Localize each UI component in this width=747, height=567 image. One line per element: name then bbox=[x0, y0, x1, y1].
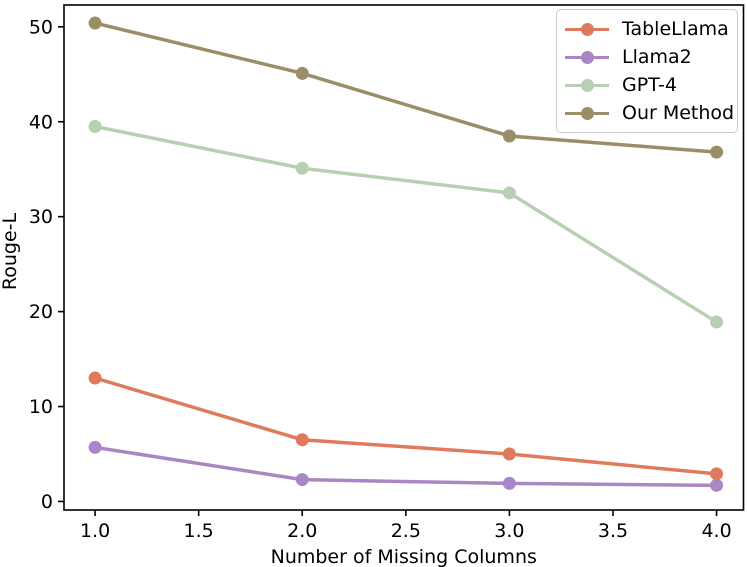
legend-dot-sample bbox=[580, 78, 594, 92]
y-tick-label: 40 bbox=[29, 111, 53, 133]
x-axis-label: Number of Missing Columns bbox=[271, 546, 537, 567]
series-line-llama2 bbox=[93, 445, 719, 488]
legend-label: Our Method bbox=[622, 102, 735, 124]
legend-item-our-method: Our Method bbox=[565, 99, 734, 127]
legend-item-llama2: Llama2 bbox=[565, 43, 729, 71]
data-point-gpt-4-x1 bbox=[88, 120, 102, 134]
data-point-our-method-x2 bbox=[295, 66, 309, 80]
legend-label: Llama2 bbox=[622, 46, 692, 68]
legend-label: TableLlama bbox=[622, 18, 729, 40]
x-tick-label: 3.5 bbox=[598, 520, 628, 542]
y-tick-label: 20 bbox=[29, 301, 53, 323]
y-tick-label: 10 bbox=[29, 396, 53, 418]
data-point-our-method-x4 bbox=[710, 145, 724, 159]
legend-item-gpt-4: GPT-4 bbox=[565, 71, 729, 99]
legend-marker-icon bbox=[565, 106, 609, 120]
legend-dot-sample bbox=[580, 22, 594, 36]
series-line-our-method bbox=[93, 21, 719, 154]
data-point-llama2-x3 bbox=[502, 476, 516, 490]
data-point-llama2-x4 bbox=[710, 478, 724, 492]
data-point-llama2-x1 bbox=[88, 440, 102, 454]
data-point-tablellama-x1 bbox=[88, 371, 102, 385]
x-tick-label: 4.0 bbox=[701, 520, 731, 542]
data-point-gpt-4-x3 bbox=[502, 186, 516, 200]
legend: TableLlama Llama2 GPT-4 Our Method bbox=[556, 9, 738, 133]
y-axis-label: Rouge-L bbox=[0, 212, 21, 290]
legend-dot-sample bbox=[580, 106, 594, 120]
x-tick-label: 2.0 bbox=[287, 520, 317, 542]
legend-dot-sample bbox=[580, 50, 594, 64]
x-tick-label: 1.5 bbox=[184, 520, 214, 542]
legend-marker-icon bbox=[565, 50, 609, 64]
legend-label: GPT-4 bbox=[622, 74, 677, 96]
data-point-tablellama-x4 bbox=[710, 467, 724, 481]
plot-frame bbox=[63, 4, 745, 511]
x-tick-label: 2.5 bbox=[391, 520, 421, 542]
data-point-gpt-4-x2 bbox=[295, 161, 309, 175]
legend-marker-icon bbox=[565, 78, 609, 92]
y-tick-label: 30 bbox=[29, 206, 53, 228]
legend-item-tablellama: TableLlama bbox=[565, 15, 729, 43]
data-point-tablellama-x2 bbox=[295, 433, 309, 447]
data-point-llama2-x2 bbox=[295, 473, 309, 487]
legend-marker-icon bbox=[565, 22, 609, 36]
data-point-our-method-x1 bbox=[88, 16, 102, 30]
y-tick-label: 50 bbox=[29, 16, 53, 38]
series-line-tablellama bbox=[93, 376, 719, 476]
data-point-our-method-x3 bbox=[502, 129, 516, 143]
x-tick-label: 1.0 bbox=[80, 520, 110, 542]
series-line-gpt-4 bbox=[93, 124, 719, 324]
y-tick-label: 0 bbox=[41, 491, 53, 513]
x-tick-label: 3.0 bbox=[494, 520, 524, 542]
data-point-gpt-4-x4 bbox=[710, 315, 724, 329]
data-point-tablellama-x3 bbox=[502, 447, 516, 461]
